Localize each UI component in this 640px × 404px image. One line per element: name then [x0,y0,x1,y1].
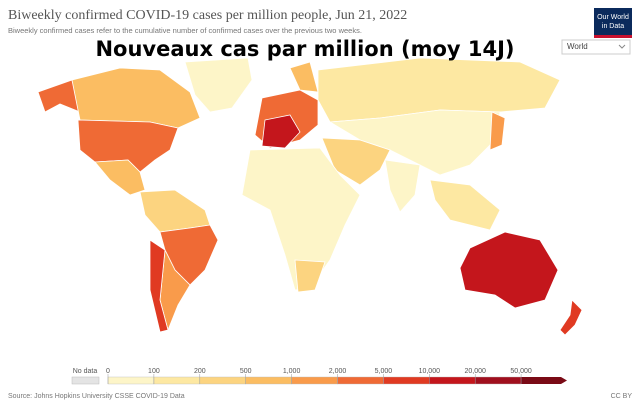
legend-swatch [153,376,200,385]
australia [459,231,559,309]
legend-swatch [337,376,384,385]
legend-swatch [291,376,338,385]
legend-swatch [521,377,567,384]
legend-swatch [245,376,292,385]
legend: No data 0 100 200 500 1,000 2,000 5,000 10,000 2… [71,368,567,385]
southeast-asia [429,179,501,231]
south-america-north [139,189,211,233]
select-text: World [567,42,588,51]
chile [149,239,169,333]
new-zealand [559,299,583,336]
legend-swatch [383,376,430,385]
canada [71,67,201,129]
title: Biweekly confirmed COVID-19 cases per mi… [8,8,407,23]
logo-text: Our World [597,14,629,21]
legend-tick-label: 1,000 [283,368,301,375]
logo[interactable]: Our World in Data [594,8,632,38]
legend-tick-label: 200 [194,368,206,375]
select-caret [618,44,626,49]
legend-swatch [475,376,522,385]
legend-swatch [107,376,155,385]
legend-tick-label: 2,000 [329,368,347,375]
legend-tick-label: 500 [240,368,252,375]
select-box [561,39,631,55]
greenland [184,57,253,113]
legend-tick-label: 10,000 [419,368,441,375]
alaska [37,79,81,113]
no-data-swatch [71,376,100,385]
legend-tick-label: 100 [148,368,160,375]
overlay-title: Nouveaux cas par million (moy 14J) [95,37,514,61]
license: CC BY [611,393,633,400]
logo-stripe [594,35,632,38]
legend-swatch [199,376,246,385]
legend-tick-label: 50,000 [510,368,532,375]
legend-tick-label: 20,000 [464,368,486,375]
south-africa [294,259,326,293]
europe-core [261,114,301,149]
usa [77,119,179,173]
logo-box [594,8,632,38]
scandinavia [289,61,319,93]
mexico [94,159,146,196]
legend-tick-label: 0 [106,368,110,375]
india [384,159,421,213]
region-select[interactable]: World [561,39,631,55]
map [37,57,583,336]
logo-text: in Data [602,23,624,30]
no-data-label: No data [73,368,98,375]
source: Source: Johns Hopkins University CSSE CO… [8,393,185,400]
legend-swatch [429,376,476,385]
subtitle: Biweekly confirmed cases refer to the cu… [8,26,362,35]
legend-tick-label: 5,000 [375,368,393,375]
japan [489,111,506,151]
